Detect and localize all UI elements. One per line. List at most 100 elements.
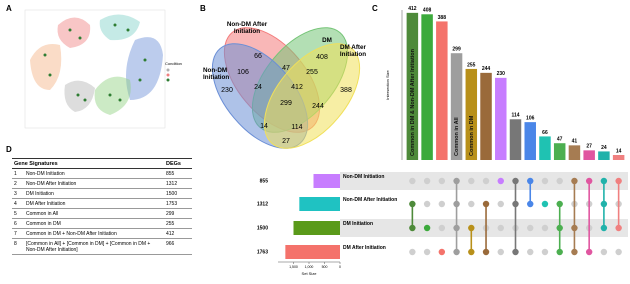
cell: 4 xyxy=(12,198,24,209)
bar xyxy=(406,12,419,160)
cell: 1312 xyxy=(164,178,192,189)
bar xyxy=(465,68,478,160)
set-name: Non-DM Initiation xyxy=(343,174,385,180)
table-row: 1 Non-DM Initiation 855 xyxy=(12,168,192,179)
cell: Non-DM Initiation xyxy=(24,168,164,179)
venn-count: 66 xyxy=(254,53,262,60)
venn-count: 114 xyxy=(291,124,302,131)
bar-value-label: 27 xyxy=(586,144,592,150)
set-name: DM Initiation xyxy=(343,221,373,227)
set-size-label: 1500 xyxy=(257,225,268,231)
cell: 2 xyxy=(12,178,24,189)
x-tick-label: 1,000 xyxy=(305,265,314,269)
cell: 412 xyxy=(164,228,192,239)
cell: 5 xyxy=(12,208,24,219)
pca-points xyxy=(43,23,147,102)
panel-label: D xyxy=(6,145,12,154)
matrix-dot xyxy=(527,248,534,256)
venn-count: 244 xyxy=(312,103,324,110)
bar-value-label: 408 xyxy=(423,8,432,14)
matrix-dot xyxy=(468,177,475,185)
venn-set-label: Non-DM Initiation xyxy=(203,67,230,81)
matrix-dot xyxy=(600,248,608,256)
matrix-dot xyxy=(541,224,549,232)
pca-cluster xyxy=(64,80,95,112)
x-axis-label: Set Size xyxy=(302,271,318,276)
legend-title: Condition xyxy=(165,61,182,66)
venn-count: 255 xyxy=(306,69,318,76)
matrix-dot xyxy=(423,177,431,185)
matrix-dot xyxy=(423,248,431,256)
cell: Common in All xyxy=(24,208,164,219)
pca-frame xyxy=(24,9,166,129)
bar-inner-label: Common in DM & Non-DM After Initiation xyxy=(410,48,416,156)
panel-label: A xyxy=(6,4,12,13)
y-axis-label: Intersection Size xyxy=(385,69,390,99)
cell: [Common in All] + [Common in DM] + [Comm… xyxy=(24,238,164,255)
x-tick-label: 0 xyxy=(339,265,341,269)
table-row: 3 DM Initiation 1500 xyxy=(12,188,192,199)
venn-set-label: DM xyxy=(322,37,332,44)
set-size-bar xyxy=(293,221,340,235)
bar-value-label: 230 xyxy=(497,71,506,77)
bar xyxy=(583,150,595,160)
matrix-dot xyxy=(527,224,534,232)
bar-value-label: 66 xyxy=(542,130,548,136)
cell: 3 xyxy=(12,188,24,199)
bar-value-label: 388 xyxy=(438,15,447,21)
pca-panel: Condition xyxy=(24,9,182,129)
set-size-label: 1312 xyxy=(257,201,268,207)
matrix-dot xyxy=(468,200,475,208)
bar xyxy=(612,155,625,160)
bar xyxy=(421,14,433,160)
pca-cluster xyxy=(94,76,131,115)
legend-key xyxy=(166,78,170,82)
matrix-dot xyxy=(438,200,446,208)
bar xyxy=(509,119,522,160)
pca-cluster xyxy=(30,44,62,90)
table-row: 2 Non-DM After Initiation 1312 xyxy=(12,178,192,189)
matrix-dot xyxy=(482,177,490,185)
matrix-dot xyxy=(497,200,504,208)
matrix-dot xyxy=(541,177,549,185)
matrix-dot xyxy=(423,224,431,232)
bar-inner-label: Common in All xyxy=(454,117,460,156)
bar xyxy=(598,151,610,160)
set-size-label: 855 xyxy=(260,178,269,184)
bar-value-label: 47 xyxy=(557,137,563,143)
panel-label: C xyxy=(372,4,378,13)
bar-value-label: 299 xyxy=(452,47,461,53)
cell: DM Initiation xyxy=(24,188,164,199)
matrix-dot xyxy=(438,248,446,256)
cell: 1 xyxy=(12,168,24,179)
table-row: 4 DM After Initiation 1753 xyxy=(12,198,192,209)
cell: 1500 xyxy=(164,188,192,199)
pca-cluster xyxy=(57,17,91,48)
venn-count: 388 xyxy=(340,87,352,94)
cell: Non-DM After Initiation xyxy=(24,178,164,189)
set-size-bar xyxy=(313,174,340,188)
cell: Common in DM + Non-DM After Initiation xyxy=(24,228,164,239)
matrix-dot xyxy=(497,224,504,232)
cell: DM After Initiation xyxy=(24,198,164,209)
cell: 966 xyxy=(164,238,192,255)
pca-cluster xyxy=(126,37,163,100)
table-row: 8 [Common in All] + [Common in DM] + [Com… xyxy=(12,238,192,255)
set-size-bar xyxy=(285,245,340,259)
venn-count: 299 xyxy=(280,100,292,107)
legend-key xyxy=(166,68,170,72)
bar-value-label: 41 xyxy=(572,139,578,145)
header-cell: DEGs xyxy=(164,158,192,169)
cell: 255 xyxy=(164,218,192,229)
venn-set-label: DM After Initiation xyxy=(339,44,367,58)
cell: Common in DM xyxy=(24,218,164,229)
matrix-dot xyxy=(438,224,446,232)
matrix-dot xyxy=(438,177,446,185)
set-name: DM After Initiation xyxy=(343,245,386,251)
table-row: 7 Common in DM + Non-DM After Initiation 4… xyxy=(12,228,192,239)
gene-table: Gene Signatures DEGs 1 Non-DM Initiation 85… xyxy=(12,158,192,255)
matrix-dot xyxy=(409,248,416,256)
matrix-dot xyxy=(541,200,549,208)
